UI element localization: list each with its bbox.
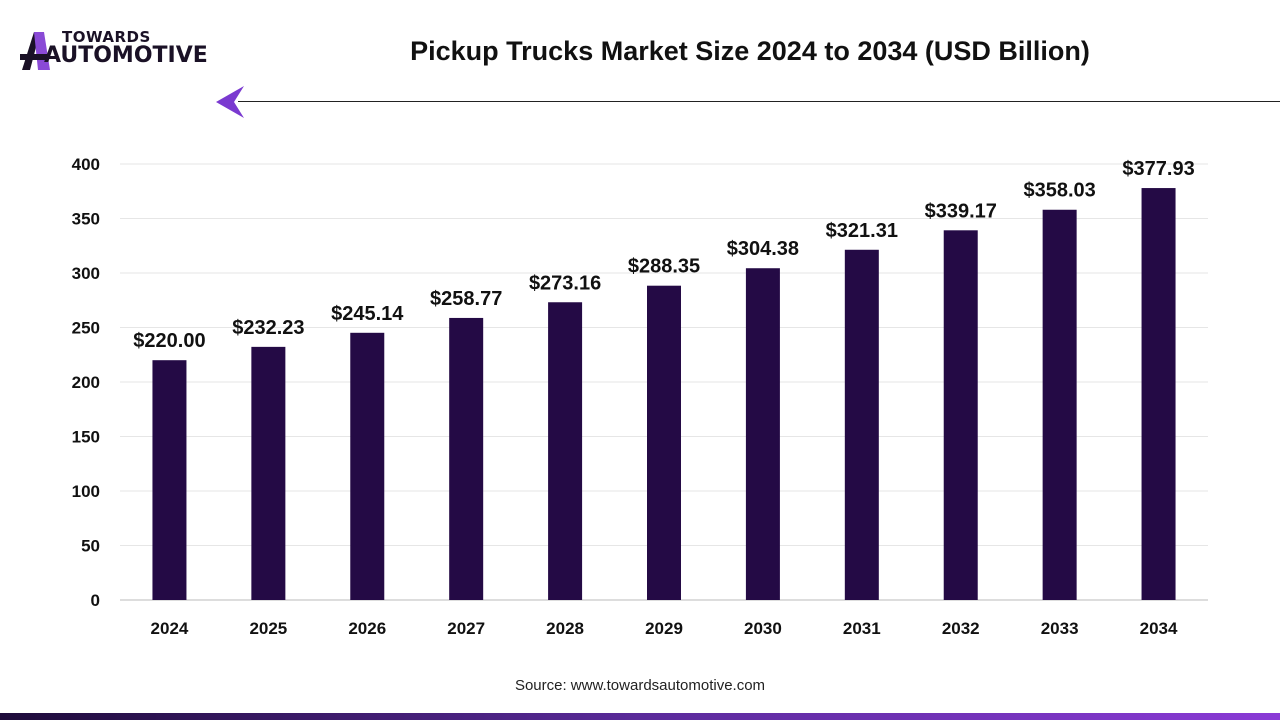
source-note: Source: www.towardsautomotive.com: [514, 677, 766, 694]
y-tick-label: 50: [81, 537, 100, 556]
x-tick-label: 2025: [249, 619, 287, 638]
y-tick-label: 350: [72, 210, 100, 229]
bar-2031: [844, 249, 879, 600]
footer-bar: [0, 713, 1280, 720]
x-tick-label: 2026: [348, 619, 386, 638]
brand-line1: TOWARDS: [62, 28, 151, 46]
x-tick-label: 2031: [843, 619, 881, 638]
brand-line2: AUTOMOTIVE: [44, 43, 208, 68]
data-label: $273.16: [529, 272, 601, 294]
data-label: $377.93: [1122, 158, 1194, 180]
chart-title: Pickup Trucks Market Size 2024 to 2034 (…: [410, 36, 1090, 66]
bar-2025: [251, 346, 286, 600]
y-tick-label: 400: [72, 155, 100, 174]
data-label: $321.31: [826, 220, 898, 242]
data-label: $245.14: [331, 303, 404, 325]
x-tick-label: 2034: [1140, 619, 1178, 638]
x-tick-label: 2033: [1041, 619, 1079, 638]
data-label: $339.17: [925, 200, 997, 222]
bar-2027: [449, 317, 484, 600]
bar-2026: [350, 332, 385, 600]
x-tick-label: 2024: [151, 619, 189, 638]
x-tick-label: 2027: [447, 619, 485, 638]
data-label: $358.03: [1023, 180, 1095, 202]
bar-2033: [1042, 209, 1077, 600]
bar-2028: [548, 302, 583, 600]
logo-mark-icon: [20, 32, 50, 70]
x-tick-label: 2028: [546, 619, 584, 638]
bar-2034: [1141, 188, 1176, 600]
bar-2030: [745, 268, 780, 600]
x-tick-label: 2030: [744, 619, 782, 638]
arrow-left-icon: [216, 86, 244, 118]
title-divider: [238, 101, 1280, 102]
brand-logo: TOWARDS AUTOMOTIVE: [20, 26, 230, 72]
bar-2029: [647, 285, 681, 600]
bar-2032: [943, 230, 978, 601]
y-tick-label: 100: [72, 482, 100, 501]
data-label: $288.35: [628, 256, 700, 278]
data-label: $304.38: [727, 238, 799, 260]
y-tick-label: 150: [72, 428, 100, 447]
x-tick-label: 2029: [645, 619, 683, 638]
y-tick-label: 200: [72, 373, 100, 392]
data-label: $220.00: [133, 330, 205, 352]
y-tick-label: 300: [72, 264, 100, 283]
y-tick-label: 250: [72, 319, 100, 338]
x-tick-label: 2032: [942, 619, 980, 638]
data-label: $232.23: [232, 317, 304, 339]
y-tick-label: 0: [91, 591, 100, 610]
bar-2024: [152, 360, 187, 600]
data-label: $258.77: [430, 288, 502, 310]
